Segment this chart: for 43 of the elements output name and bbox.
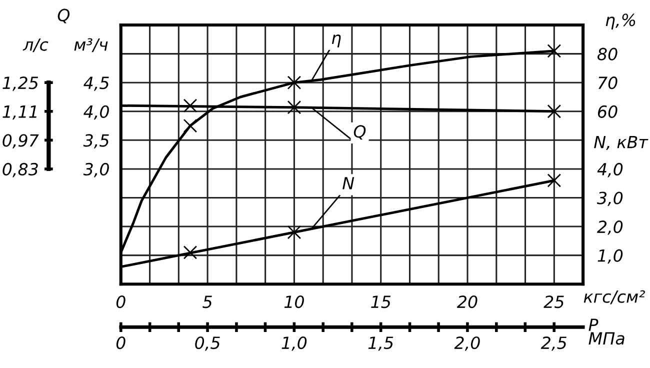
y3-tick-label: 1,0 [598, 249, 623, 264]
y2-tick-label: 60 [598, 105, 618, 118]
x2-tick-label: 2,5 [540, 336, 566, 351]
x2-tick-label: 0,5 [195, 336, 220, 351]
x-tick-label: 20 [456, 296, 478, 308]
series-label: η [332, 34, 341, 48]
point [183, 118, 198, 133]
text: 0,97 [2, 134, 39, 148]
x-tick-label: 0 [116, 296, 126, 308]
y-tick-label: 4,5 [84, 76, 109, 91]
point [287, 225, 302, 240]
text: 1,25 [2, 76, 38, 91]
point [547, 174, 562, 188]
x2-tick-label: 1,5 [368, 336, 394, 351]
point [183, 246, 198, 260]
x2-tick-label: 1,0 [282, 336, 307, 351]
x-tick-label: 10 [284, 296, 304, 308]
x-tick-label: 15 [371, 296, 391, 308]
y3-axis-title: N, кВт [594, 136, 648, 150]
y-tick-label: 3,5 [83, 134, 109, 148]
y3-tick-label: 2,0 [597, 220, 623, 235]
y3-tick-label: 3,0 [596, 192, 623, 206]
text: Q [58, 8, 70, 24]
x2-tick-label: 2,0 [454, 336, 480, 351]
y2-axis-title: η,% [606, 14, 636, 30]
y-tick-label: 4,0 [84, 105, 109, 120]
y-tick-label: 3,0 [83, 162, 109, 178]
x-tick-label: 5 [202, 296, 212, 308]
point [287, 76, 302, 90]
y-axis-title: м³/ч [74, 38, 108, 52]
text: л/с [22, 38, 48, 52]
y2-tick-label: 80 [597, 48, 618, 60]
y2-tick-label: 70 [598, 76, 618, 90]
series-label: N [342, 177, 354, 190]
legend-label: Q [354, 125, 366, 140]
text: 0,83 [2, 162, 38, 178]
point [547, 44, 562, 58]
x-axis-title: кгс/см² [584, 290, 645, 304]
y3-tick-label: 4,0 [597, 162, 623, 178]
x-tick-label: 25 [544, 296, 564, 308]
x2-tick-label: 0 [116, 336, 126, 350]
text: 1,11 [2, 106, 36, 120]
x2-axis-title: P МПа [588, 318, 624, 345]
